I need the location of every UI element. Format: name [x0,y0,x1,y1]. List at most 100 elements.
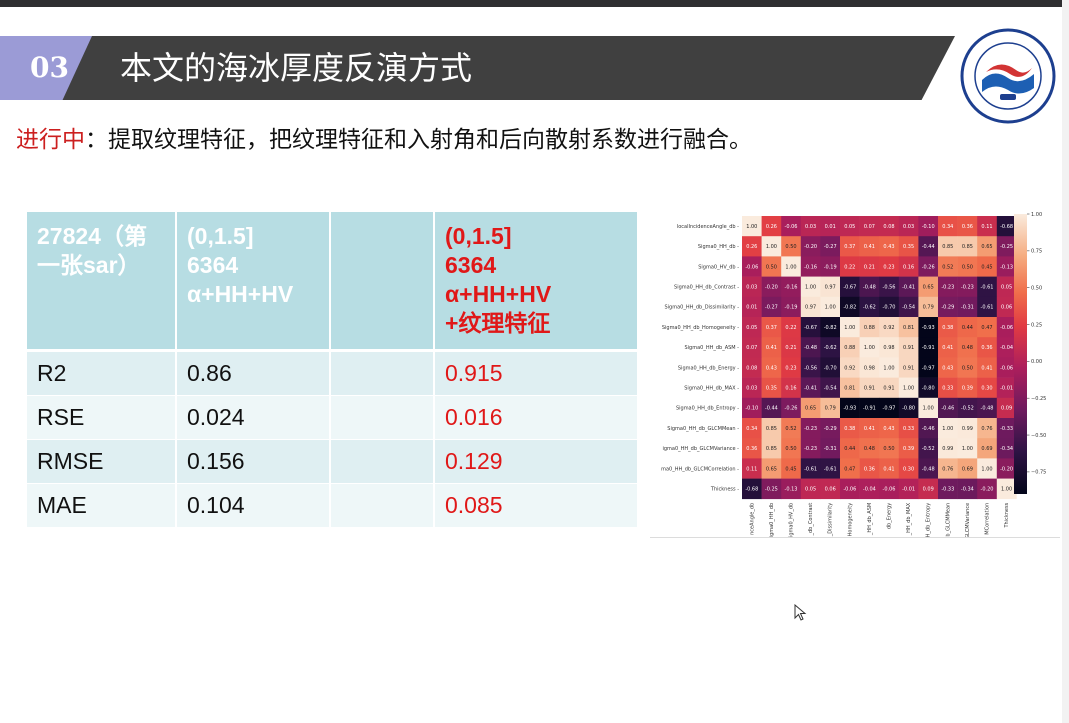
heatmap-cell-label: 0.45 [981,264,992,270]
heatmap-row-label: Sigma0_HH_db_Contrast - [674,285,739,291]
heatmap-cell-label: 0.44 [962,325,973,331]
heatmap-cell [840,357,860,378]
heatmap-cell [840,276,860,298]
heatmap-cell-label: -0.20 [981,487,994,493]
heatmap-col-label: _Dissimilarity [828,503,834,537]
heatmap-cell-label: 0.03 [746,386,757,392]
heatmap-cell [800,337,821,358]
heatmap-cell-label: 0.36 [864,466,875,472]
heatmap-cell [781,317,802,338]
heatmap-cell-label: -0.91 [863,406,876,412]
heatmap-cell [742,296,762,318]
heatmap-row-label: Thickness - [710,487,739,493]
heatmap-cell [977,296,998,318]
heatmap-cell-label: -0.48 [863,285,876,291]
heatmap-cell [761,397,782,419]
heatmap-cell-label: 0.92 [883,325,894,331]
heatmap-cell-label: -0.52 [961,406,974,412]
heatmap-cell [977,438,998,459]
heatmap-cell [859,478,880,500]
heatmap-cell-label: 0.33 [942,386,953,392]
heatmap-cell [938,438,958,459]
heatmap-row-label: Sigma0_HH_db_MAX - [684,386,739,392]
heatmap-cell [879,216,900,237]
heatmap-cell [761,377,782,399]
heatmap-cell [820,377,841,399]
header-empty [331,212,433,352]
heatmap-cell-label: -0.13 [1000,264,1013,270]
heatmap-cell [996,418,1017,439]
colorbar-tick-label: 0.50 [1031,285,1042,291]
heatmap-cell-label: -0.56 [804,365,817,371]
heatmap-cell [781,418,802,439]
heatmap-cell-label: 0.39 [903,446,914,452]
heatmap-cell [859,418,880,439]
empty-cell [331,440,433,484]
heatmap-cell [781,357,802,378]
heatmap-cell [761,337,782,358]
heatmap-cell-label: 0.36 [746,446,757,452]
top-bar [0,0,1069,7]
heatmap-cell-label: 0.92 [844,365,855,371]
heatmap-cell-label: -0.23 [804,446,817,452]
heatmap-col-label: b_GLCMMean [945,503,951,537]
heatmap-cell [761,418,782,439]
heatmap-cell [840,397,860,419]
heatmap-cell [859,236,880,257]
heatmap-col-label: _db_Contrast [808,503,814,537]
heatmap-cell [898,418,919,439]
heatmap-cell [898,397,919,419]
heatmap-cell-label: -0.93 [922,325,935,331]
heatmap-cell-label: 0.22 [785,325,796,331]
heatmap-cell-label: -0.06 [1000,365,1013,371]
colorbar-tick-label: 0.75 [1031,249,1042,255]
heatmap-cell [996,296,1017,318]
table-row: MAE 0.104 0.085 [27,484,637,528]
metric-name: RSE [27,396,175,440]
heatmap-cell-label: -0.27 [824,244,837,250]
heatmap-cell [840,478,860,500]
heatmap-cell-label: 0.37 [766,325,777,331]
heatmap-cell-label: -0.93 [843,406,856,412]
heatmap-cell [938,478,958,500]
colorbar-tick-label: 0.00 [1031,359,1042,365]
heatmap-cell-label: 0.36 [981,345,992,351]
metric-name: R2 [27,352,175,396]
heatmap-cell [742,256,762,277]
heatmap-cell-label: 0.34 [942,224,953,230]
heatmap-cell-label: 0.65 [923,285,934,291]
heatmap-cell [898,317,919,338]
heatmap-cell [898,478,919,500]
heatmap-cell-label: -0.34 [961,487,974,493]
heatmap-cell [938,317,958,338]
heatmap-cell [761,236,782,257]
heatmap-cell-label: 0.09 [1001,406,1012,412]
heatmap-cell-label: 0.76 [942,466,953,472]
heatmap-cell [938,337,958,358]
heatmap-cell [898,438,919,459]
heatmap-cell-label: 0.30 [981,386,992,392]
heatmap-cell [977,337,998,358]
table-row: RMSE 0.156 0.129 [27,440,637,484]
heatmap-cell-label: 0.44 [844,446,855,452]
heatmap-cell-label: -0.10 [745,406,758,412]
heatmap-cell [820,438,841,459]
heatmap-cell-label: 0.91 [864,386,875,392]
heatmap-cell [820,337,841,358]
heatmap-cell [938,357,958,378]
heatmap-cell-label: -0.19 [785,305,798,311]
heatmap-cell-label: 0.38 [942,325,953,331]
heatmap-cell-label: 0.39 [962,386,973,392]
heatmap-cell [898,357,919,378]
heatmap-cell [781,458,802,479]
heatmap-cell-label: 0.01 [746,305,757,311]
heatmap-cell-label: -0.80 [902,406,915,412]
heatmap-row-label: Sigma0_HH_db_Entropy - [676,406,739,412]
heatmap-cell-label: -0.20 [1000,466,1013,472]
heatmap-cell-label: 0.85 [766,446,777,452]
heatmap-cell [879,418,900,439]
heatmap-cell [996,438,1017,459]
heatmap-cell-label: -0.56 [883,285,896,291]
heatmap-cell-label: 0.91 [903,365,914,371]
heatmap-cell-label: 0.16 [903,264,914,270]
